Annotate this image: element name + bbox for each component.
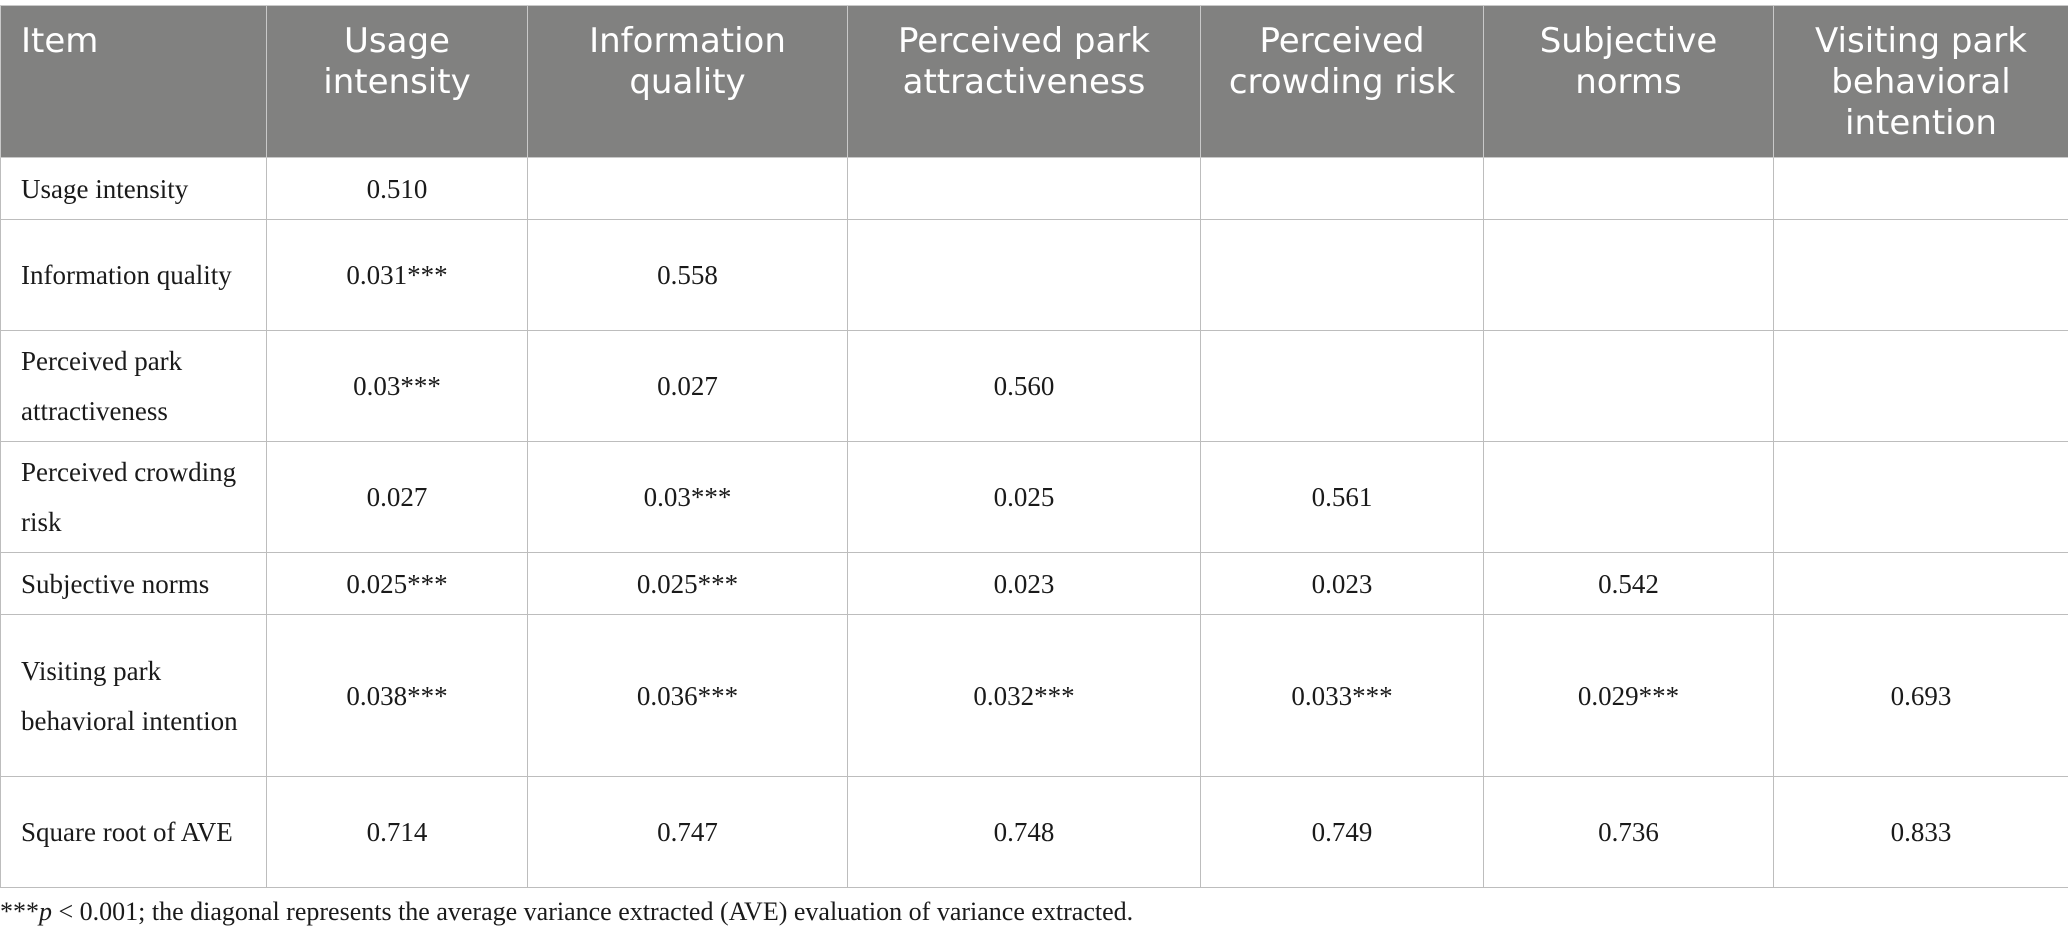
table-row: Information quality 0.031*** 0.558 bbox=[0, 219, 2068, 331]
table-cell: 0.023 bbox=[847, 552, 1201, 615]
table-cell: 0.03*** bbox=[266, 330, 528, 442]
table-cell: 0.714 bbox=[266, 776, 528, 888]
table-cell: 0.027 bbox=[527, 330, 848, 442]
table-cell: 0.025*** bbox=[266, 552, 528, 615]
table-cell bbox=[1773, 330, 2068, 442]
column-header: Perceived crowding risk bbox=[1200, 5, 1484, 158]
table-header-row: Item Usage intensity Information quality… bbox=[0, 5, 2068, 158]
table-row: Visiting park behavioral intention 0.038… bbox=[0, 614, 2068, 777]
table-cell bbox=[1200, 330, 1484, 442]
row-label: Information quality bbox=[0, 219, 267, 331]
table-cell: 0.833 bbox=[1773, 776, 2068, 888]
column-header: Usage intensity bbox=[266, 5, 528, 158]
column-header: Item bbox=[0, 5, 267, 158]
table-cell: 0.736 bbox=[1483, 776, 1774, 888]
footnote-stars: *** bbox=[0, 897, 39, 926]
table-cell: 0.038*** bbox=[266, 614, 528, 777]
column-header: Subjective norms bbox=[1483, 5, 1774, 158]
table-row: Subjective norms 0.025*** 0.025*** 0.023… bbox=[0, 552, 2068, 615]
table-cell bbox=[1483, 157, 1774, 220]
table-cell: 0.036*** bbox=[527, 614, 848, 777]
table-cell: 0.558 bbox=[527, 219, 848, 331]
row-label: Square root of AVE bbox=[0, 776, 267, 888]
table-cell bbox=[527, 157, 848, 220]
table-cell: 0.025 bbox=[847, 441, 1201, 553]
row-label: Subjective norms bbox=[0, 552, 267, 615]
discriminant-validity-table: Item Usage intensity Information quality… bbox=[0, 5, 2068, 888]
row-label: Visiting park behavioral intention bbox=[0, 614, 267, 777]
row-label: Perceived park attractiveness bbox=[0, 330, 267, 442]
table-cell: 0.693 bbox=[1773, 614, 2068, 777]
row-label: Usage intensity bbox=[0, 157, 267, 220]
table-cell: 0.749 bbox=[1200, 776, 1484, 888]
table-cell: 0.023 bbox=[1200, 552, 1484, 615]
table-row: Usage intensity 0.510 bbox=[0, 157, 2068, 220]
table-cell bbox=[1773, 157, 2068, 220]
footnote-p-symbol: p bbox=[39, 897, 52, 926]
table-cell: 0.747 bbox=[527, 776, 848, 888]
table-cell: 0.03*** bbox=[527, 441, 848, 553]
table-row: Perceived crowding risk 0.027 0.03*** 0.… bbox=[0, 441, 2068, 553]
table-cell: 0.510 bbox=[266, 157, 528, 220]
table-cell: 0.561 bbox=[1200, 441, 1484, 553]
table-cell: 0.027 bbox=[266, 441, 528, 553]
table-cell: 0.560 bbox=[847, 330, 1201, 442]
table-cell: 0.542 bbox=[1483, 552, 1774, 615]
correlation-table-container: Item Usage intensity Information quality… bbox=[0, 5, 2068, 888]
column-header: Visiting park behavioral intention bbox=[1773, 5, 2068, 158]
table-row: Square root of AVE 0.714 0.747 0.748 0.7… bbox=[0, 776, 2068, 888]
table-cell: 0.032*** bbox=[847, 614, 1201, 777]
table-cell: 0.031*** bbox=[266, 219, 528, 331]
table-cell: 0.033*** bbox=[1200, 614, 1484, 777]
table-cell bbox=[1200, 157, 1484, 220]
table-cell: 0.748 bbox=[847, 776, 1201, 888]
table-cell bbox=[1200, 219, 1484, 331]
table-cell bbox=[1483, 330, 1774, 442]
table-cell bbox=[1483, 219, 1774, 331]
table-row: Perceived park attractiveness 0.03*** 0.… bbox=[0, 330, 2068, 442]
table-cell bbox=[1483, 441, 1774, 553]
column-header: Information quality bbox=[527, 5, 848, 158]
table-cell bbox=[1773, 219, 2068, 331]
table-cell bbox=[1773, 552, 2068, 615]
table-footnote: ***p < 0.001; the diagonal represents th… bbox=[0, 897, 1133, 927]
row-label: Perceived crowding risk bbox=[0, 441, 267, 553]
table-cell bbox=[847, 157, 1201, 220]
table-cell: 0.025*** bbox=[527, 552, 848, 615]
footnote-text: < 0.001; the diagonal represents the ave… bbox=[52, 897, 1134, 926]
table-cell bbox=[847, 219, 1201, 331]
table-cell: 0.029*** bbox=[1483, 614, 1774, 777]
column-header: Perceived park attractiveness bbox=[847, 5, 1201, 158]
table-cell bbox=[1773, 441, 2068, 553]
